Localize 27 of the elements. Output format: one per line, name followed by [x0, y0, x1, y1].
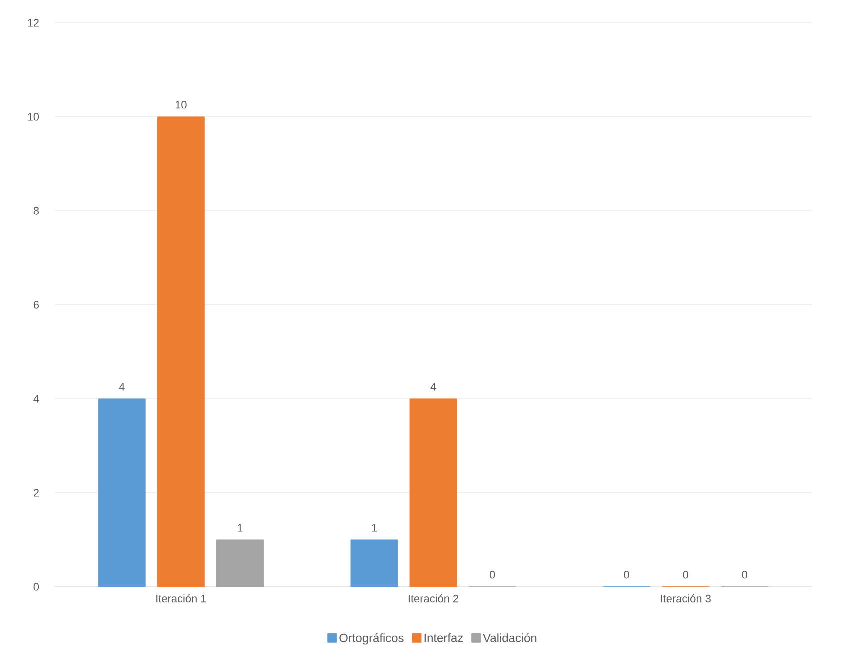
legend-label: Validación	[483, 633, 537, 642]
bar	[410, 398, 458, 587]
y-tick-label: 6	[34, 301, 40, 309]
data-label: 0	[624, 571, 630, 579]
x-tick-label: Iteración 3	[661, 594, 711, 603]
data-label: 10	[176, 101, 187, 109]
data-label: 1	[238, 524, 243, 532]
x-tick-label: Iteración 2	[408, 594, 459, 603]
y-tick-label: 2	[34, 489, 39, 497]
bar	[157, 116, 205, 587]
y-tick-label: 0	[34, 583, 40, 591]
data-label: 4	[430, 383, 436, 391]
bar	[98, 398, 146, 587]
y-tick-label: 4	[34, 395, 40, 403]
data-label: 0	[742, 571, 748, 579]
x-tick-label: Iteración 1	[156, 594, 206, 603]
y-tick-label: 12	[28, 19, 39, 27]
bar	[350, 540, 398, 587]
y-tick-label: 10	[28, 113, 40, 121]
data-label: 0	[490, 571, 496, 579]
bar	[216, 540, 264, 587]
legend-label: Ortográficos	[340, 633, 404, 645]
data-label: 1	[372, 524, 377, 532]
data-label: 0	[683, 571, 688, 579]
legend-label: Interfaz	[424, 634, 464, 642]
data-label: 4	[119, 383, 125, 391]
y-tick-label: 8	[34, 207, 40, 215]
